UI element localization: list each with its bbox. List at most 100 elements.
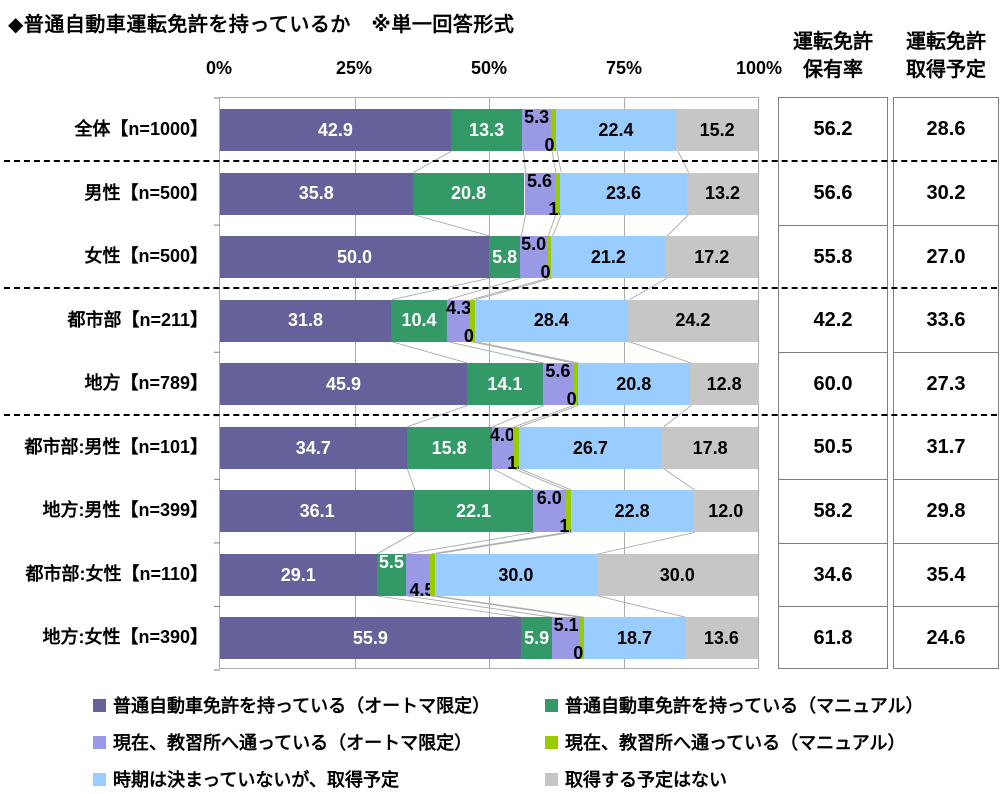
table-cell-license-rate: 61.8 xyxy=(779,606,887,670)
legend-swatch xyxy=(93,698,106,712)
value-label: 36.1 xyxy=(299,501,335,522)
bar-segment xyxy=(220,363,467,406)
value-label: 55.9 xyxy=(352,628,388,649)
value-label: 24.2 xyxy=(675,310,711,331)
bar-segment xyxy=(412,172,525,215)
value-label: 42.9 xyxy=(317,119,353,140)
bar-segment xyxy=(555,109,677,151)
value-label: 14.1 xyxy=(487,373,523,394)
value-label: 5.0 xyxy=(521,234,547,255)
bar-segment xyxy=(584,617,685,660)
bar-segment xyxy=(520,617,553,660)
table-cell-license-rate: 42.2 xyxy=(813,308,853,331)
table-header-line: 運転免許 xyxy=(793,31,873,53)
bar-segment xyxy=(565,490,571,533)
bar-segment xyxy=(391,299,448,342)
bar-segment xyxy=(662,426,758,469)
legend-swatch xyxy=(545,698,558,712)
value-label: 12.0 xyxy=(708,501,744,522)
bar-segment xyxy=(572,363,578,406)
bar-segment xyxy=(220,109,451,151)
bar-segment xyxy=(406,553,431,596)
bar-segment xyxy=(554,172,560,215)
table-cell-license-rate: 56.2 xyxy=(813,118,853,140)
legend-item: 現在、教習所へ通っている（オートマ限定） xyxy=(93,729,545,755)
category-axis: 全体【n=1000】 男性【n=500】 女性【n=500】 都市部【n=211】 地方… xyxy=(0,97,213,669)
value-label: 31.8 xyxy=(288,310,324,331)
table-cell-license-rate: 60.0 xyxy=(779,352,887,416)
table-plan-rate-column: 28.6 30.2 27.0 33.6 27.3 31.7 29.8 35.4 24.6 xyxy=(893,97,999,669)
category-label: 男性【n=500】 xyxy=(84,182,208,203)
value-label: 35.8 xyxy=(298,183,334,204)
value-label: 5.6 xyxy=(545,361,571,382)
legend-swatch xyxy=(93,735,106,749)
value-label: 20.8 xyxy=(451,183,487,204)
value-label: 30.0 xyxy=(659,564,695,585)
bar-segment xyxy=(570,490,694,533)
bar-row: 35.820.85.61.023.613.2 xyxy=(220,162,758,226)
value-label: 5.5 xyxy=(378,551,404,572)
value-label: 29.1 xyxy=(280,564,316,585)
x-axis-tick-label: 75% xyxy=(605,58,643,78)
value-label: 22.4 xyxy=(598,119,634,140)
group-separator xyxy=(4,413,997,416)
value-label: 13.6 xyxy=(703,628,739,649)
value-label: 50.0 xyxy=(336,246,373,267)
value-label: 23.6 xyxy=(605,183,642,204)
bar-segment xyxy=(686,172,758,215)
group-separator xyxy=(4,286,997,289)
value-label: 18.7 xyxy=(616,628,653,649)
value-label: 15.8 xyxy=(431,437,467,458)
legend-label: 時期は決まっていないが、取得予定 xyxy=(113,770,400,790)
table-header-line: 取得予定 xyxy=(906,59,986,81)
bar-segment xyxy=(684,617,758,660)
category-label: 女性【n=500】 xyxy=(84,246,208,267)
value-label: 21.2 xyxy=(590,246,626,267)
bar-segment xyxy=(466,363,543,406)
value-label: 13.3 xyxy=(469,119,505,140)
table-cell-plan-rate: 24.6 xyxy=(894,606,998,670)
category-label: 地方:女性【n=390】 xyxy=(42,627,208,648)
bar-segment xyxy=(522,109,551,151)
table-header-license-rate: 運転免許 保有率 xyxy=(778,28,888,84)
bar-segment xyxy=(547,236,552,279)
value-label: 5.8 xyxy=(492,246,518,267)
category-label: 地方:男性【n=399】 xyxy=(42,500,208,521)
table-cell-plan-rate: 28.6 xyxy=(926,118,966,140)
category-label: 全体【n=1000】 xyxy=(74,119,208,139)
bar-segment xyxy=(414,490,534,533)
value-label: 6.0 xyxy=(536,488,562,509)
table-cell-plan-rate: 35.4 xyxy=(894,542,998,607)
x-axis: 0% 25% 50% 75% 100% xyxy=(206,58,782,84)
table-header-line: 保有率 xyxy=(803,59,863,81)
bar-segment xyxy=(542,363,573,406)
bar-segment xyxy=(550,109,556,151)
value-label: 13.2 xyxy=(704,183,741,204)
bar-segment xyxy=(577,363,690,406)
value-label: 45.9 xyxy=(325,373,361,394)
table-cell-plan-rate: 30.2 xyxy=(926,181,966,204)
bar-row: 42.913.35.30.922.415.2 xyxy=(220,98,758,162)
table-license-rate-column: 56.2 56.6 55.8 42.2 60.0 50.5 58.2 34.6 61.8 xyxy=(778,97,888,669)
value-label: 5.6 xyxy=(527,170,553,191)
bar-segment xyxy=(220,236,489,279)
bar-segment xyxy=(520,236,548,279)
bar-segment xyxy=(551,236,666,279)
bar-row: 29.1 5.5 4.5 30.0 30.0 xyxy=(220,543,758,607)
bar-segment xyxy=(220,553,377,596)
table-cell-plan-rate: 31.7 xyxy=(926,435,966,458)
value-label: 12.8 xyxy=(706,373,742,394)
value-label: 5.3 xyxy=(524,107,550,127)
bar-segment xyxy=(475,299,628,342)
bar-row: 45.914.15.60.920.812.8 xyxy=(220,352,759,416)
legend-item: 時期は決まっていないが、取得予定 xyxy=(93,766,545,792)
legend-label: 普通自動車免許を持っている（マニュアル） xyxy=(565,696,924,716)
legend-swatch xyxy=(545,772,558,786)
value-label: 22.1 xyxy=(456,501,492,522)
table-cell-plan-rate: 27.3 xyxy=(894,352,998,416)
x-axis-tick-label: 50% xyxy=(470,58,508,78)
value-label: 5.9 xyxy=(524,628,550,649)
value-label: 5.1 xyxy=(553,615,579,636)
legend-item: 普通自動車免許を持っている（オートマ限定） xyxy=(93,692,545,718)
